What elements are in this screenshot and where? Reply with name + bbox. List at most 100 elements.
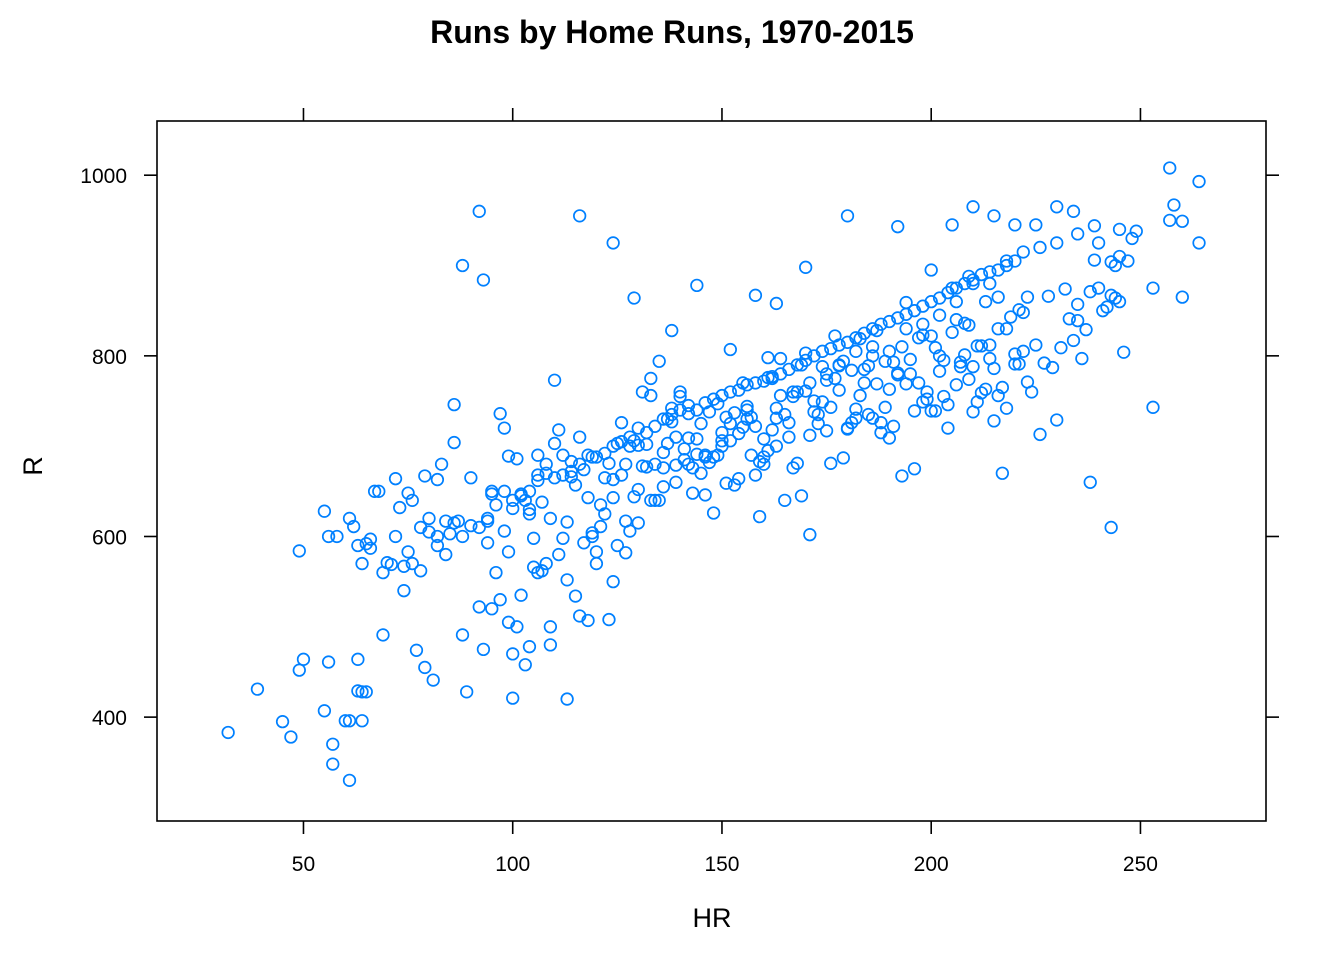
data-point [694,416,708,431]
data-point [891,368,905,382]
data-point [799,346,813,360]
data-point [388,472,403,486]
data-point [409,643,424,657]
data-point [430,529,445,544]
data-point [560,692,574,706]
data-point [1041,289,1056,303]
plot-frame [156,120,1267,822]
data-point [715,388,729,403]
data-point [652,354,666,368]
data-point [376,628,390,642]
data-point [895,469,909,483]
data-point [648,419,662,433]
data-point [639,425,654,440]
data-point [506,501,520,516]
data-point [920,392,934,406]
data-point [543,638,558,652]
data-point [1083,285,1097,299]
data-point [882,314,897,329]
data-point [882,431,897,445]
data-point [819,424,834,438]
data-point [1125,231,1139,246]
data-point [937,389,951,404]
data-point [958,348,972,362]
data-point [970,339,984,353]
y-tick-label: 800 [92,346,127,369]
data-point [849,411,863,425]
data-point [778,493,792,508]
data-point [1087,253,1102,267]
data-point [347,519,361,534]
data-point [1083,475,1097,489]
data-point [351,652,365,666]
data-point [480,511,495,526]
data-point [1050,200,1064,214]
data-point [941,421,955,435]
data-point [1108,258,1122,273]
data-point [899,307,913,321]
data-point [526,531,541,545]
data-point [397,559,411,573]
data-point [1016,245,1030,259]
data-point [573,457,587,471]
data-point [535,495,549,509]
data-point [514,588,528,602]
data-point [1045,360,1060,375]
data-point [434,457,449,471]
y-tick-label: 600 [92,526,127,549]
data-point [782,430,796,444]
data-point [556,468,570,482]
data-point [949,378,963,392]
data-point [522,640,537,654]
data-point [744,448,758,462]
data-point [598,507,612,521]
data-point [686,486,700,500]
data-point [518,658,532,672]
data-point [619,457,633,471]
data-point [999,322,1014,336]
data-point [995,380,1010,395]
data-point [359,685,373,699]
data-point [978,294,993,309]
data-point [757,432,771,446]
data-point [932,349,947,363]
data-point [752,509,767,524]
data-point [1108,291,1122,305]
data-point [342,714,357,728]
data-point [962,318,976,332]
data-point [556,448,570,462]
data-point [1112,222,1127,237]
data-point [974,267,989,282]
data-point [773,388,788,403]
data-point [363,541,378,555]
data-point [786,461,800,475]
x-tick-label: 100 [495,853,530,876]
data-point [991,322,1005,336]
data-point [359,537,373,551]
data-point [560,515,574,529]
data-point [891,220,905,234]
data-point [573,609,587,623]
data-point [418,660,432,675]
data-point [857,376,871,390]
data-point [786,385,800,399]
data-point [732,472,746,486]
data-point [1071,297,1085,312]
data-point [639,437,654,452]
data-point [861,359,876,373]
y-axis-label: R [18,456,48,476]
y-tick-label: 1000 [80,165,127,188]
data-point [773,351,788,366]
data-point [447,516,461,530]
data-point [531,565,545,580]
data-point [476,273,491,287]
data-point [606,490,620,505]
data-point [472,204,486,218]
data-point [920,385,934,399]
data-point [464,518,478,533]
data-point [342,773,357,788]
data-point [573,209,587,223]
data-point [719,476,733,490]
data-point [715,434,729,448]
data-point [736,420,750,434]
